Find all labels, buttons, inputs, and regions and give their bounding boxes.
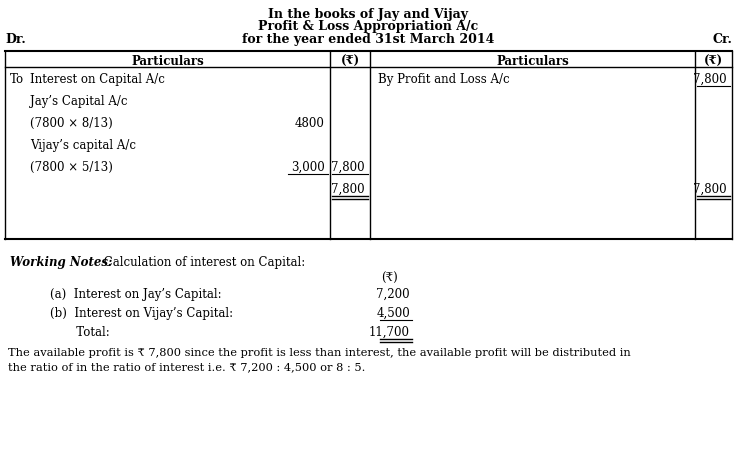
- Text: Jay’s Capital A/c: Jay’s Capital A/c: [30, 95, 128, 108]
- Text: Calculation of interest on Capital:: Calculation of interest on Capital:: [100, 256, 305, 269]
- Text: the ratio of in the ratio of interest i.e. ₹ 7,200 : 4,500 or 8 : 5.: the ratio of in the ratio of interest i.…: [8, 361, 366, 371]
- Text: (a)  Interest on Jay’s Capital:: (a) Interest on Jay’s Capital:: [50, 287, 222, 300]
- Text: (7800 × 8/13): (7800 × 8/13): [30, 117, 113, 130]
- Text: Particulars: Particulars: [496, 55, 569, 68]
- Text: By Profit and Loss A/c: By Profit and Loss A/c: [378, 73, 509, 86]
- Text: 7,800: 7,800: [332, 183, 365, 196]
- Text: 7,800: 7,800: [332, 161, 365, 174]
- Text: 4800: 4800: [295, 117, 325, 130]
- Text: Interest on Capital A/c: Interest on Capital A/c: [30, 73, 165, 86]
- Text: In the books of Jay and Vijay: In the books of Jay and Vijay: [268, 8, 469, 21]
- Text: To: To: [10, 73, 24, 86]
- Text: (b)  Interest on Vijay’s Capital:: (b) Interest on Vijay’s Capital:: [50, 306, 233, 319]
- Text: (₹): (₹): [704, 55, 723, 68]
- Text: 7,200: 7,200: [377, 287, 410, 300]
- Text: Working Notes:: Working Notes:: [10, 256, 112, 269]
- Text: (7800 × 5/13): (7800 × 5/13): [30, 161, 113, 174]
- Text: 7,800: 7,800: [694, 183, 727, 196]
- Text: 3,000: 3,000: [291, 161, 325, 174]
- Text: 11,700: 11,700: [369, 325, 410, 338]
- Text: Cr.: Cr.: [712, 33, 732, 46]
- Text: 4,500: 4,500: [377, 306, 410, 319]
- Text: for the year ended 31st March 2014: for the year ended 31st March 2014: [242, 33, 495, 46]
- Text: Profit & Loss Appropriation A/c: Profit & Loss Appropriation A/c: [259, 20, 478, 33]
- Text: (₹): (₹): [340, 55, 360, 68]
- Text: Particulars: Particulars: [131, 55, 204, 68]
- Text: Total:: Total:: [50, 325, 110, 338]
- Text: The available profit is ₹ 7,800 since the profit is less than interest, the avai: The available profit is ₹ 7,800 since th…: [8, 347, 631, 357]
- Text: 7,800: 7,800: [694, 73, 727, 86]
- Text: Vijay’s capital A/c: Vijay’s capital A/c: [30, 139, 136, 151]
- Text: Dr.: Dr.: [5, 33, 26, 46]
- Text: (₹): (₹): [382, 271, 399, 285]
